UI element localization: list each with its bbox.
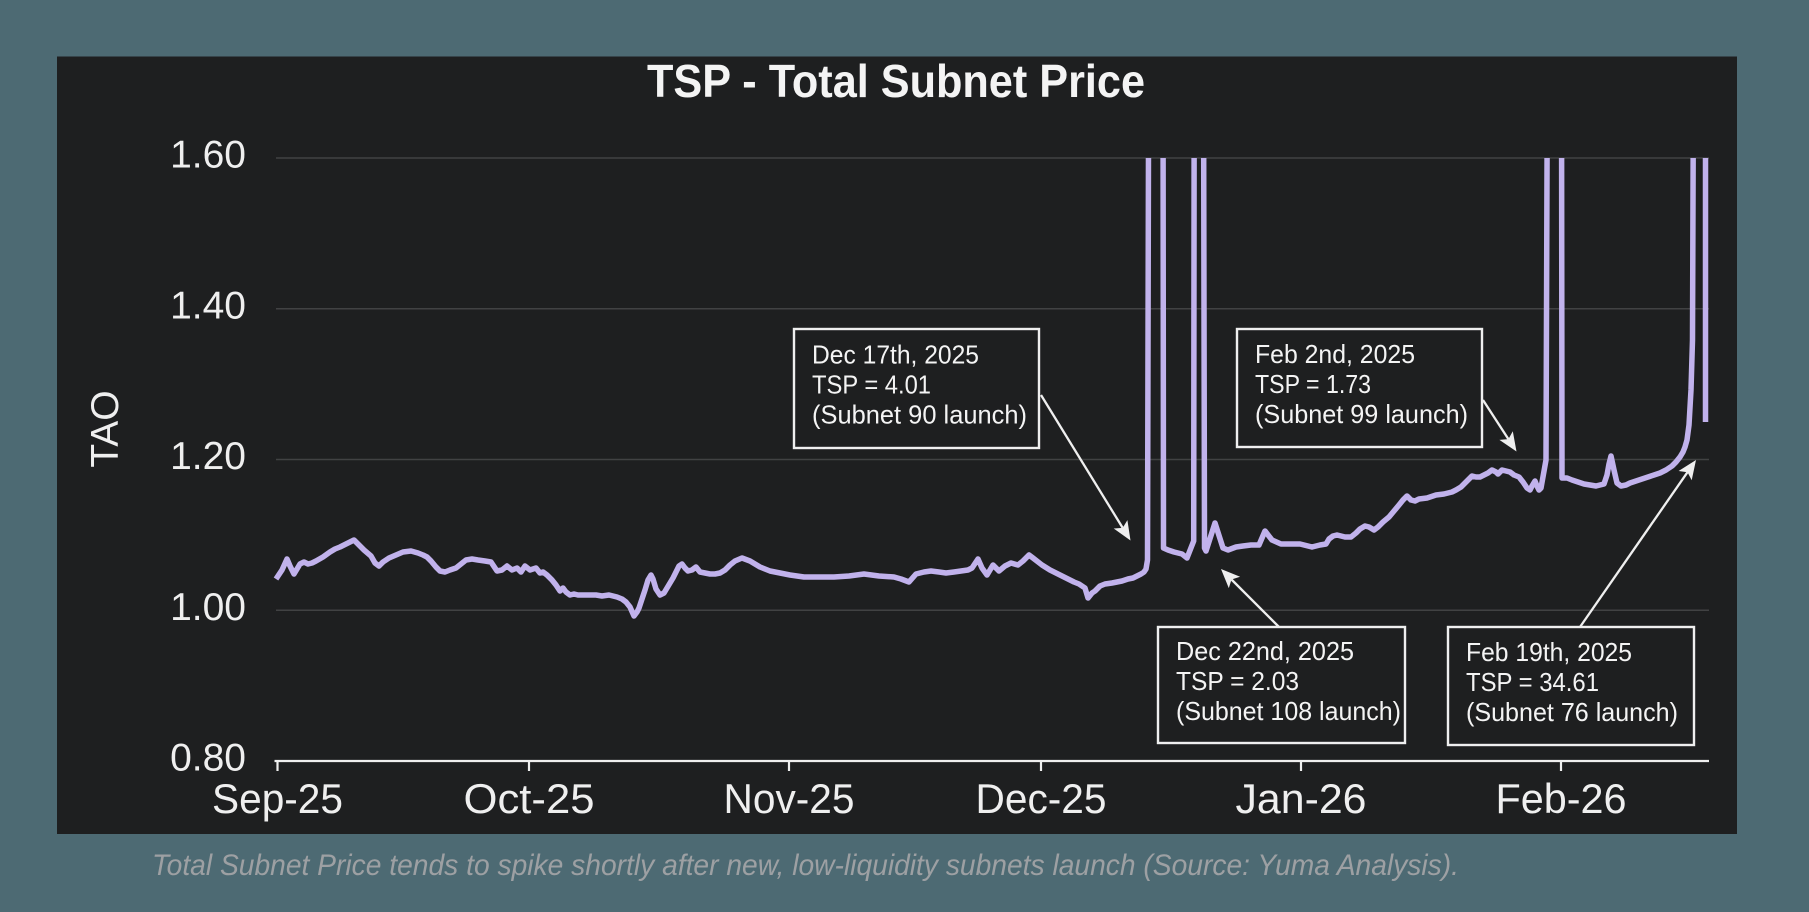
svg-text:0.80: 0.80 — [170, 737, 246, 780]
svg-text:TSP = 34.61: TSP = 34.61 — [1466, 667, 1599, 697]
svg-text:(Subnet 90 launch): (Subnet 90 launch) — [812, 400, 1027, 430]
svg-text:Feb 19th, 2025: Feb 19th, 2025 — [1466, 637, 1632, 667]
svg-text:Jan-26: Jan-26 — [1236, 775, 1367, 822]
svg-text:1.40: 1.40 — [170, 284, 246, 327]
svg-text:Sep-25: Sep-25 — [212, 775, 343, 822]
svg-text:Oct-25: Oct-25 — [464, 775, 595, 822]
svg-text:Nov-25: Nov-25 — [724, 775, 855, 822]
svg-text:(Subnet 99 launch): (Subnet 99 launch) — [1255, 399, 1468, 429]
svg-text:TSP = 2.03: TSP = 2.03 — [1176, 666, 1299, 696]
svg-text:(Subnet 108 launch): (Subnet 108 launch) — [1176, 696, 1401, 726]
svg-text:(Subnet 76 launch): (Subnet 76 launch) — [1466, 697, 1678, 727]
svg-text:TSP = 1.73: TSP = 1.73 — [1255, 369, 1371, 399]
svg-text:Dec 17th, 2025: Dec 17th, 2025 — [812, 340, 979, 370]
svg-text:TSP - Total Subnet Price: TSP - Total Subnet Price — [647, 55, 1145, 107]
svg-text:1.20: 1.20 — [170, 435, 246, 478]
svg-text:Dec-25: Dec-25 — [976, 775, 1107, 822]
svg-text:Feb 2nd, 2025: Feb 2nd, 2025 — [1255, 339, 1415, 369]
svg-text:Feb-26: Feb-26 — [1496, 775, 1627, 822]
svg-text:1.00: 1.00 — [170, 586, 246, 629]
svg-text:TAO: TAO — [84, 390, 127, 467]
svg-text:TSP = 4.01: TSP = 4.01 — [812, 370, 931, 400]
svg-text:Total Subnet Price tends to sp: Total Subnet Price tends to spike shortl… — [152, 849, 1459, 882]
svg-text:1.60: 1.60 — [170, 134, 246, 177]
svg-text:Dec 22nd, 2025: Dec 22nd, 2025 — [1176, 636, 1354, 666]
